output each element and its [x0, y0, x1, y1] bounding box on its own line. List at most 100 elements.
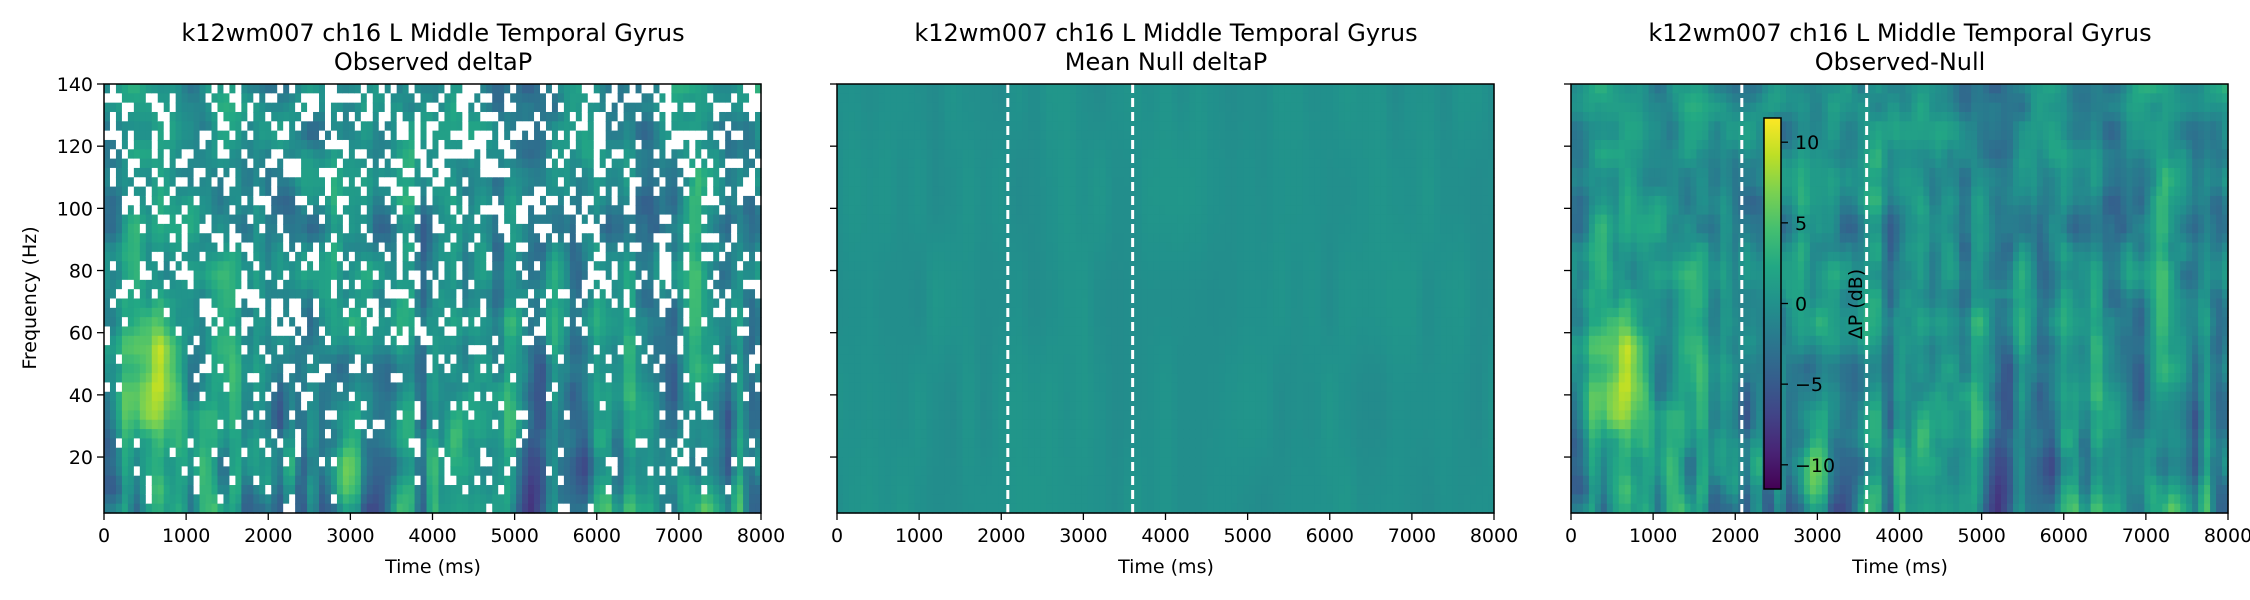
heatmap-cell	[480, 485, 487, 495]
heatmap-cell	[241, 84, 248, 94]
heatmap-cell	[289, 195, 296, 206]
heatmap-cell	[671, 307, 678, 318]
heatmap-cell	[139, 401, 147, 412]
heatmap-cell	[486, 373, 493, 384]
heatmap-cell	[145, 401, 153, 412]
heatmap-cell	[354, 494, 362, 505]
heatmap-cell	[390, 354, 398, 365]
heatmap-cell	[235, 382, 242, 393]
heatmap-cell	[557, 363, 565, 374]
heatmap-cell	[749, 233, 756, 244]
heatmap-cell	[319, 279, 326, 290]
heatmap-cell	[671, 410, 678, 421]
heatmap-cell	[366, 382, 374, 393]
heatmap-cell	[623, 261, 631, 272]
heatmap-cell	[271, 102, 278, 113]
heatmap-cell	[247, 289, 254, 300]
heatmap-cell	[390, 223, 398, 234]
heatmap-cell	[563, 494, 571, 505]
heatmap-cell	[360, 326, 368, 337]
heatmap-cell	[522, 363, 529, 374]
heatmap-cell	[623, 447, 631, 458]
heatmap-cell	[522, 223, 529, 234]
heatmap-cell	[390, 335, 398, 346]
heatmap-cell	[396, 363, 404, 374]
heatmap-cell	[396, 167, 404, 178]
heatmap-cell	[360, 139, 368, 150]
heatmap-cell	[211, 457, 219, 467]
heatmap-cell	[390, 130, 398, 141]
heatmap-cell	[695, 111, 702, 122]
heatmap-cell	[743, 279, 750, 290]
heatmap-cell	[671, 186, 678, 197]
heatmap-cell	[522, 195, 529, 206]
heatmap-cell	[193, 233, 201, 244]
heatmap-cell	[229, 279, 236, 290]
heatmap-cell	[402, 354, 410, 365]
heatmap-cell	[169, 373, 177, 384]
heatmap-cell	[713, 121, 720, 132]
heatmap-cell	[701, 475, 708, 486]
heatmap-cell	[175, 289, 183, 300]
heatmap-cell	[713, 167, 720, 178]
heatmap-cell	[462, 391, 469, 402]
heatmap-cell	[701, 494, 708, 505]
heatmap-cell	[731, 494, 738, 505]
heatmap-cell	[259, 438, 266, 449]
heatmap-cell	[360, 438, 368, 449]
heatmap-cell	[360, 307, 368, 318]
heatmap-cell	[271, 158, 278, 169]
heatmap-cell	[743, 447, 750, 458]
heatmap-cell	[354, 475, 362, 486]
heatmap-cell	[510, 326, 517, 337]
heatmap-cell	[336, 223, 344, 234]
heatmap-cell	[635, 261, 643, 272]
heatmap-cell	[121, 419, 129, 430]
heatmap-cell	[259, 84, 266, 94]
heatmap-cell	[342, 410, 350, 421]
heatmap-cell	[510, 186, 517, 197]
heatmap-cell	[432, 382, 440, 393]
heatmap-cell	[462, 485, 469, 495]
heatmap-cell	[599, 438, 607, 449]
heatmap-cell	[324, 335, 332, 346]
heatmap-cell	[450, 429, 457, 439]
heatmap-cell	[456, 270, 463, 281]
heatmap-cell	[545, 242, 553, 253]
heatmap-cell	[283, 447, 290, 458]
heatmap-cell	[510, 279, 517, 290]
heatmap-cell	[319, 307, 326, 318]
heatmap-cell	[551, 317, 559, 328]
heatmap-cell	[593, 494, 601, 505]
heatmap-cell	[104, 494, 111, 505]
heatmap-cell	[402, 391, 410, 402]
heatmap-cell	[211, 195, 219, 206]
heatmap-cell	[444, 223, 452, 234]
heatmap-cell	[295, 186, 302, 197]
heatmap-cell	[653, 326, 661, 337]
heatmap-cell	[432, 345, 440, 356]
heatmap-cell	[474, 130, 481, 141]
heatmap-cell	[593, 149, 601, 160]
heatmap-cell	[265, 466, 272, 477]
heatmap-cell	[456, 251, 463, 262]
heatmap-cell	[360, 457, 368, 467]
heatmap-cell	[420, 307, 428, 318]
heatmap-cell	[151, 354, 159, 365]
heatmap-cell	[157, 345, 165, 356]
heatmap-cell	[749, 317, 756, 328]
heatmap-cell	[605, 242, 613, 253]
heatmap-cell	[629, 177, 637, 188]
heatmap-cell	[193, 326, 201, 337]
heatmap-cell	[271, 205, 278, 216]
heatmap-cell	[617, 298, 625, 309]
heatmap-cell	[360, 130, 368, 141]
heatmap-cell	[575, 457, 583, 467]
heatmap-cell	[151, 158, 159, 169]
heatmap-cell	[593, 289, 601, 300]
heatmap-cell	[121, 494, 129, 505]
heatmap-cell	[354, 419, 362, 430]
heatmap-cell	[348, 335, 356, 346]
heatmap-cell	[104, 466, 111, 477]
heatmap-cell	[121, 475, 129, 486]
